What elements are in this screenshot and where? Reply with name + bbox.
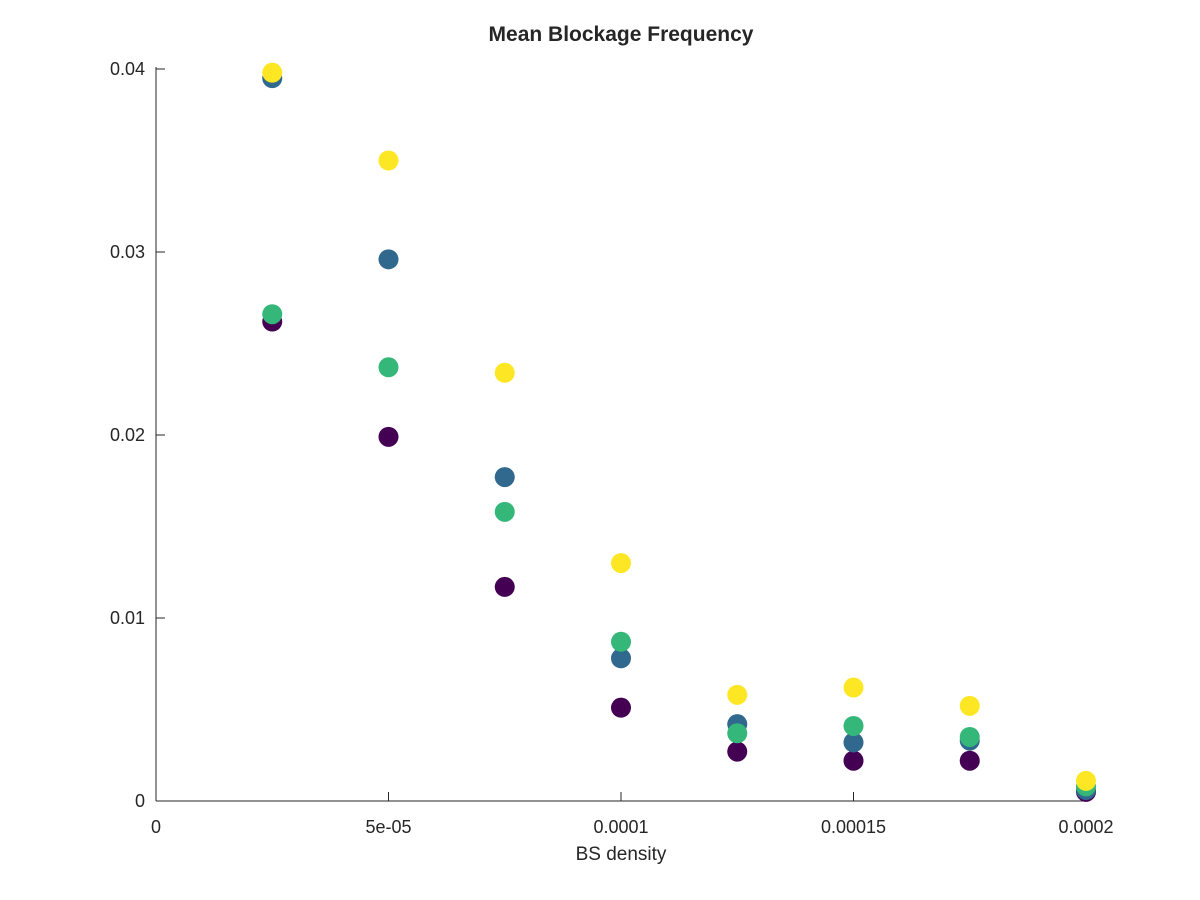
x-tick-label: 0.0002 [1058, 817, 1113, 837]
data-point [378, 357, 399, 378]
y-tick-label: 0.02 [110, 425, 145, 445]
x-tick-label: 0 [151, 817, 161, 837]
data-point [959, 695, 980, 716]
y-tick-label: 0 [135, 791, 145, 811]
x-tick-label: 5e-05 [365, 817, 411, 837]
series-3 [262, 304, 1096, 797]
data-point [611, 553, 631, 574]
data-point [494, 501, 515, 522]
data-point [494, 362, 515, 383]
data-point [378, 426, 399, 447]
x-tick-label: 0.00015 [821, 817, 886, 837]
axes [155, 67, 1086, 802]
x-tick-label: 0.0001 [593, 817, 648, 837]
data-point [611, 697, 631, 718]
data-point [494, 576, 515, 597]
data-point [843, 732, 864, 753]
y-tick-label: 0.03 [110, 242, 145, 262]
series-4 [262, 62, 1096, 791]
data-point [959, 750, 980, 771]
x-axis-label: BS density [576, 844, 667, 865]
ticks: 0 5e-05 0.0001 0.00015 0.0002 0 0.01 0.02 0.03 0.… [110, 59, 1114, 837]
data-point [494, 467, 515, 488]
data-point [843, 677, 864, 698]
data-point [727, 723, 748, 744]
data-point [611, 631, 631, 652]
data-point [843, 715, 864, 736]
chart-title: Mean Blockage Frequency [489, 23, 754, 46]
data-point [1076, 770, 1096, 791]
data-point [378, 249, 399, 270]
data-point [611, 648, 631, 669]
y-tick-label: 0.01 [110, 608, 145, 628]
data-point [959, 726, 980, 747]
data-point [843, 750, 864, 771]
data-point [727, 684, 748, 705]
data-point [262, 62, 283, 83]
data-point [262, 304, 283, 325]
data-point [727, 741, 748, 762]
y-tick-label: 0.04 [110, 59, 145, 79]
data-points [262, 62, 1096, 802]
data-point [378, 150, 399, 171]
